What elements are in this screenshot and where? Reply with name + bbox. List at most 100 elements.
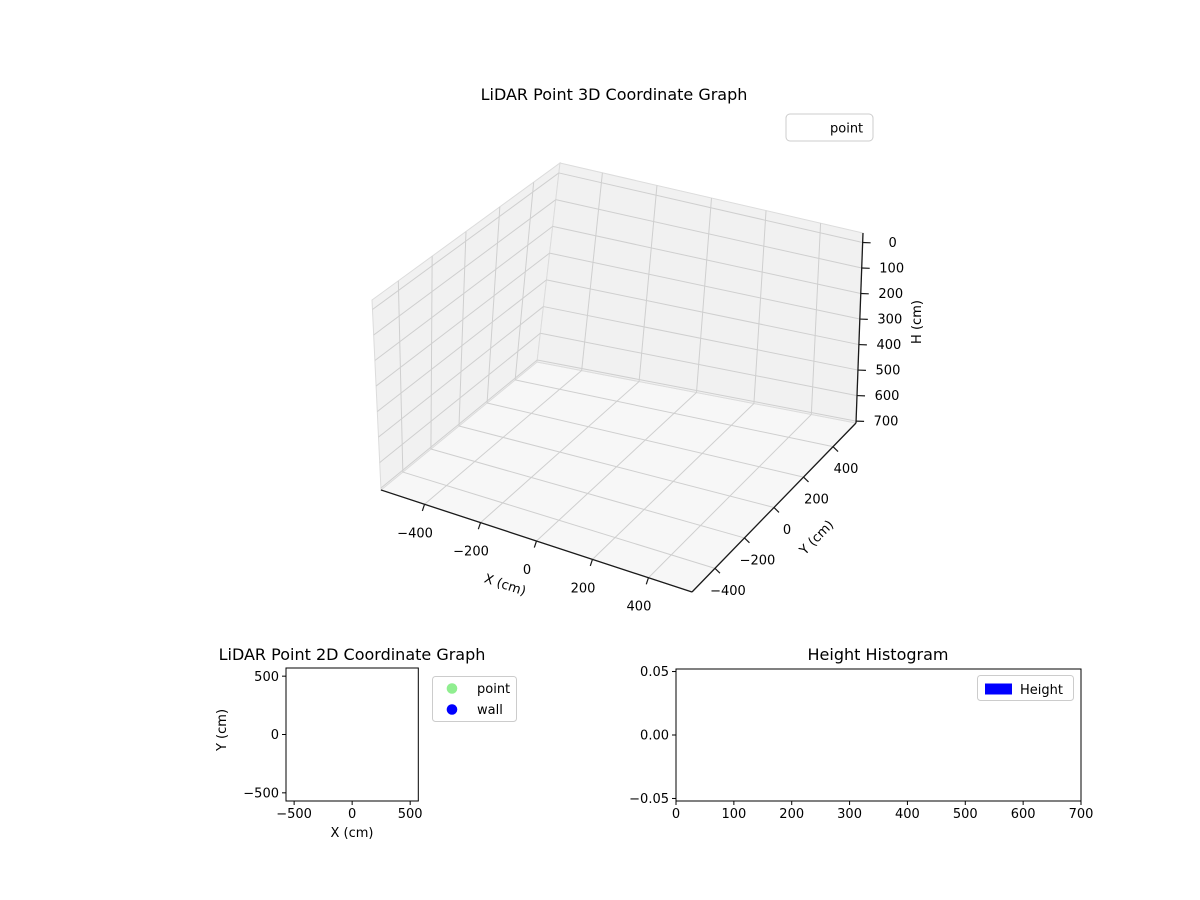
z-axis-line [855,232,864,424]
legend-label-wall: wall [477,703,503,718]
grid-line [374,225,553,361]
y-tick-label: 0 [783,523,791,538]
y-tick [744,537,750,544]
x-tick-label: 200 [571,581,596,596]
x-tick-label: 0 [523,563,531,578]
grid-line [810,223,822,415]
grid-line [552,225,861,295]
grid-line [581,172,603,371]
x-tick-label: 300 [837,807,862,822]
grid-line [430,448,745,539]
grid-line [638,185,658,382]
grid-line [375,252,550,387]
z-tick-label: 700 [874,415,899,430]
grid-line [430,256,433,450]
x-tick-label: 100 [721,807,746,822]
wall-marker-icon [446,704,458,715]
y-tick [803,476,809,483]
grid-line [458,425,775,508]
grid-line [379,332,541,463]
legend-label-point: point [830,122,863,137]
grid-line [486,206,501,403]
chart-3d: −400 −200 0 200 400 −400 −200 0 200 400 0 100 200 300… [371,85,925,615]
grid-line [486,402,804,478]
z-tick-label: 0 [889,236,897,251]
grid-line [558,172,863,243]
y-tick-label: −200 [740,553,776,568]
x-tick [533,540,538,548]
grid-line [555,199,862,269]
y-tick-label: 200 [804,493,829,508]
z-tick-label: 400 [876,338,901,353]
y-tick [714,567,721,574]
grid-line [540,332,858,397]
grid-line [514,182,535,380]
x-tick [645,577,650,585]
grid-line [515,379,834,448]
x-tick-label: 600 [1011,807,1036,822]
legend-label-point: point [477,682,510,697]
grid-line [402,471,716,569]
grid-line [380,359,538,489]
y-tick-label: −400 [710,584,746,599]
point-marker-icon [446,683,458,694]
grid-line [543,306,859,371]
x-tick [477,522,482,530]
x-tick-label: 500 [953,807,978,822]
legend-label-height: Height [1020,683,1063,698]
grid-line [696,197,712,393]
chart-3d-z-axis-label: H (cm) [910,300,925,344]
y-tick-label: 500 [254,670,279,685]
axes-frame [285,667,419,802]
x-tick-label: 0 [348,807,356,822]
y-tick-label: −500 [243,786,279,801]
y-tick [773,507,780,513]
chart-2d-y-axis-label: Y (cm) [215,709,230,752]
y-tick-label: 0.00 [640,729,669,744]
legend-frame [785,113,874,142]
x-tick-label: 700 [1069,807,1094,822]
y-tick-label: 0.05 [640,665,669,680]
chart-histogram: 0 100 200 300 400 500 600 700 0.05 0.00 −0.05 Heig… [629,645,1093,822]
grid-line [546,279,859,346]
x-tick-label: 200 [779,807,804,822]
z-tick-label: 500 [876,364,901,379]
chart-2d-title: LiDAR Point 2D Coordinate Graph [219,645,486,664]
x-tick-label: −500 [276,807,312,822]
y-tick-label: 400 [834,462,859,477]
y-tick-label: 0 [271,728,279,743]
chart-3d-title: LiDAR Point 3D Coordinate Graph [481,85,748,104]
grid-line [753,210,767,404]
x-tick [421,504,426,512]
chart-histogram-plot-area: 0 100 200 300 400 500 600 700 0.05 0.00 −0.05 [629,665,1093,822]
z-tick-label: 100 [879,262,904,277]
height-patch-icon [985,683,1012,695]
x-tick-label: 400 [627,600,652,615]
x-tick-label: 0 [672,807,680,822]
grid-line [373,199,557,336]
grid-line [549,252,860,320]
grid-line [376,279,547,412]
x-tick-label: 500 [398,807,423,822]
chart-2d-plot-area: −500 0 500 500 0 −500 [243,667,423,822]
chart-3d-x-axis-label: X (cm) [482,572,528,600]
chart-histogram-title: Height Histogram [808,645,949,664]
x-tick-label: −400 [397,526,433,541]
x-tick-label: −200 [453,545,489,560]
chart-2d-legend: point wall [432,676,517,722]
chart-3d-plot-area: −400 −200 0 200 400 −400 −200 0 200 400 0 100 200 300… [371,161,904,615]
z-tick-label: 200 [878,287,903,302]
x-tick-label: 400 [895,807,920,822]
chart-2d-x-axis-label: X (cm) [331,826,374,841]
chart-3d-legend: point [785,113,874,142]
grid-line [458,231,467,427]
grid-line [378,306,544,438]
x-tick [589,559,594,567]
grid-line [537,359,857,422]
grid-line [372,172,560,310]
y-tick [832,446,839,452]
chart-3d-y-axis-label: Y (cm) [796,518,837,559]
y-tick-label: −0.05 [629,792,669,807]
